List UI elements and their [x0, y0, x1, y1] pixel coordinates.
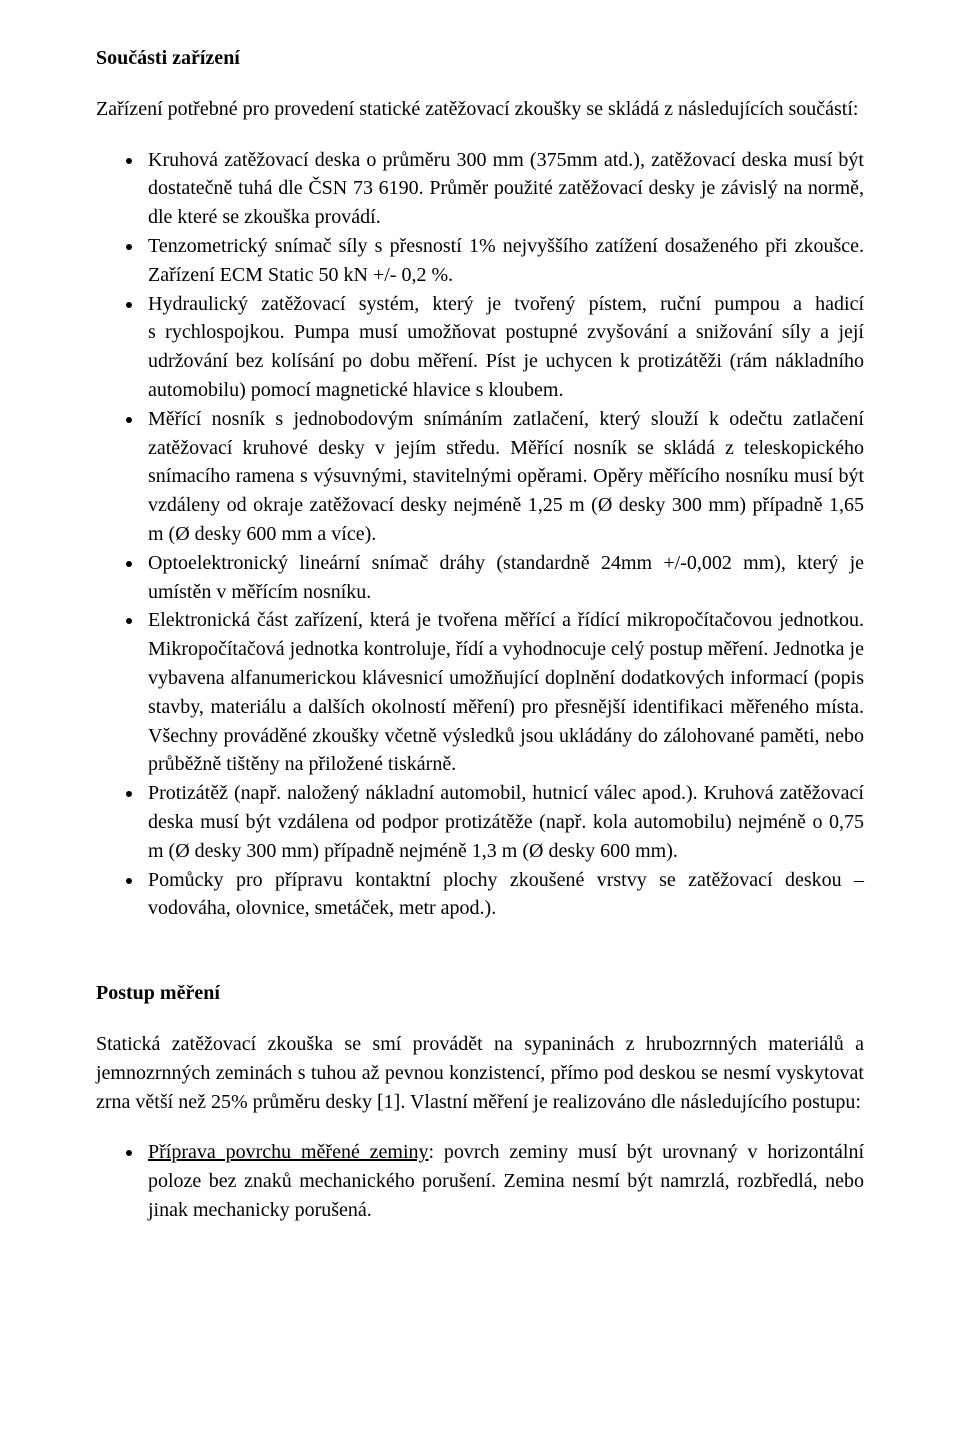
list-item: Příprava povrchu měřené zeminy: povrch z…	[144, 1138, 864, 1224]
list-item: Tenzometrický snímač síly s přesností 1%…	[144, 232, 864, 290]
procedure-list: Příprava povrchu měřené zeminy: povrch z…	[96, 1138, 864, 1224]
list-item: Kruhová zatěžovací deska o průměru 300 m…	[144, 146, 864, 232]
list-item: Pomůcky pro přípravu kontaktní plochy zk…	[144, 866, 864, 924]
list-item: Protizátěž (např. naložený nákladní auto…	[144, 779, 864, 865]
section-heading-procedure: Postup měření	[96, 979, 864, 1008]
list-item: Hydraulický zatěžovací systém, který je …	[144, 290, 864, 405]
section-heading-components: Součásti zařízení	[96, 44, 864, 73]
procedure-sub-underline: Příprava povrchu měřené zeminy	[148, 1141, 429, 1163]
list-item: Optoelektronický lineární snímač dráhy (…	[144, 549, 864, 607]
procedure-paragraph: Statická zatěžovací zkouška se smí prová…	[96, 1030, 864, 1116]
components-list: Kruhová zatěžovací deska o průměru 300 m…	[96, 146, 864, 924]
list-item: Měřící nosník s jednobodovým snímáním za…	[144, 405, 864, 549]
list-item: Elektronická část zařízení, která je tvo…	[144, 606, 864, 779]
intro-paragraph: Zařízení potřebné pro provedení statické…	[96, 95, 864, 124]
